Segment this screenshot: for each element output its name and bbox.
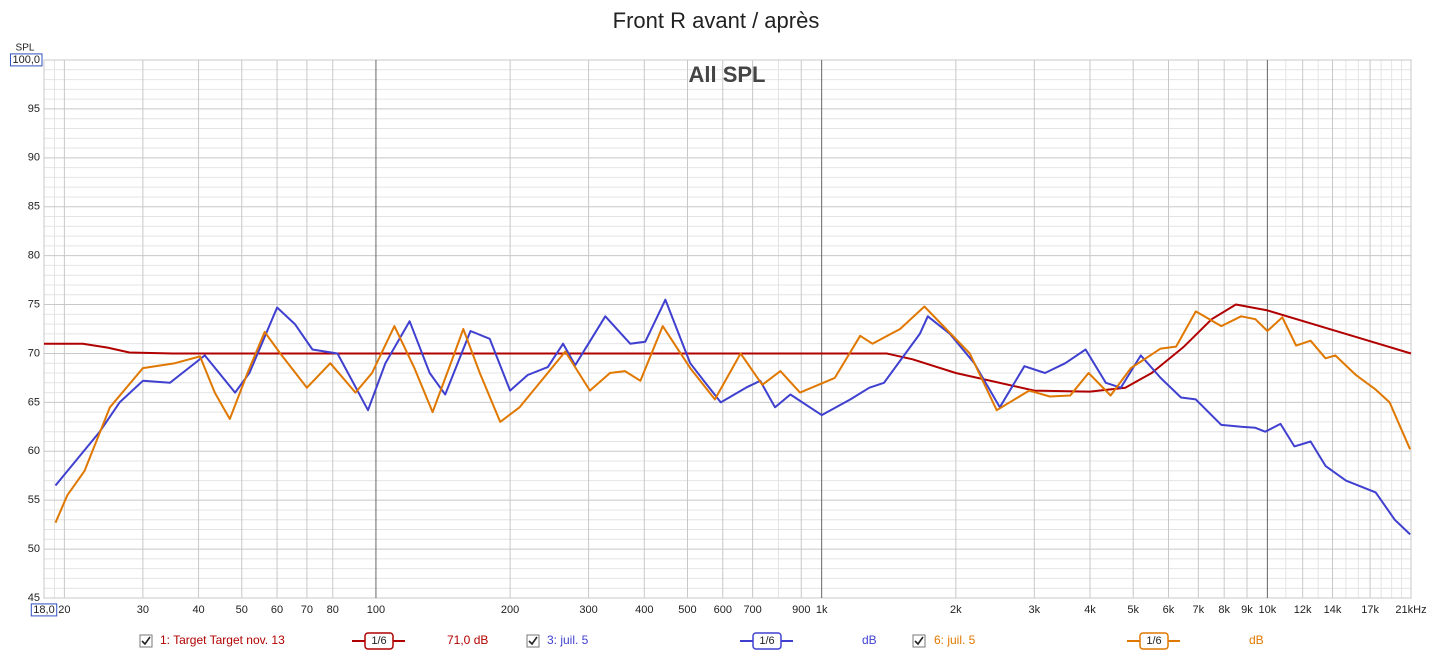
x-tick-label: 100	[367, 604, 385, 616]
offset-label: 71,0 dB	[447, 633, 488, 647]
x-tick-label: 40	[192, 604, 204, 616]
annotation: All SPL	[688, 62, 765, 87]
x-tick-label: 50	[236, 604, 248, 616]
y-tick-label: 60	[28, 445, 40, 457]
curve	[54, 298, 1411, 536]
smoothing-box[interactable]	[364, 632, 394, 650]
legend-checkbox[interactable]	[526, 634, 540, 648]
smoothing-box[interactable]	[752, 632, 782, 650]
smoothing-label: 1/6	[371, 635, 386, 647]
x-tick-label: 600	[714, 604, 732, 616]
curve	[44, 303, 1412, 393]
smoothing-box[interactable]	[1139, 632, 1169, 650]
curves	[44, 298, 1412, 536]
smoothing-label: 1/6	[759, 635, 774, 647]
x-tick-label: 9k	[1241, 604, 1253, 616]
x-tick-label: 21kHz	[1395, 604, 1426, 616]
x-tick-label: 30	[137, 604, 149, 616]
offset-label: dB	[862, 633, 877, 647]
x-tick-label: 700	[743, 604, 761, 616]
y-tick-label: 55	[28, 494, 40, 506]
plot-area	[43, 59, 1412, 599]
x-tick-label: 18,0	[33, 604, 54, 616]
y-tick-label: 100,0	[12, 54, 40, 66]
x-tick-label: 10k	[1259, 604, 1277, 616]
x-tick-label: 7k	[1193, 604, 1205, 616]
x-tick-label: 70	[301, 604, 313, 616]
y-tick-label: 90	[28, 152, 40, 164]
x-tick-label: 60	[271, 604, 283, 616]
x-tick-label: 400	[635, 604, 653, 616]
legend-checkbox[interactable]	[139, 634, 153, 648]
legend-label: 1: Target Target nov. 13	[160, 633, 285, 647]
legend: 1: Target Target nov. 13 1/6 71,0 dB 3: jui…	[139, 632, 1264, 650]
offset-label: dB	[1249, 633, 1264, 647]
x-tick-label: 80	[327, 604, 339, 616]
legend-checkbox[interactable]	[912, 634, 926, 648]
x-tick-label: 900	[792, 604, 810, 616]
x-tick-label: 500	[678, 604, 696, 616]
x-tick-label: 6k	[1163, 604, 1175, 616]
y-tick-label: 85	[28, 201, 40, 213]
x-tick-label: 14k	[1324, 604, 1342, 616]
y-tick-label: 50	[28, 543, 40, 555]
y-tick-label: 45	[28, 592, 40, 604]
y-tick-label: 65	[28, 396, 40, 408]
legend-label: 3: juil. 5	[547, 633, 589, 647]
x-tick-label: 3k	[1029, 604, 1041, 616]
check-mark	[528, 636, 538, 646]
x-tick-label: 5k	[1127, 604, 1139, 616]
x-tick-label: 1k	[816, 604, 828, 616]
check-mark	[141, 636, 151, 646]
x-tick-label: 300	[579, 604, 597, 616]
grid	[43, 59, 1412, 599]
x-tick-label: 20	[58, 604, 70, 616]
y-tick-label: 80	[28, 250, 40, 262]
x-tick-label: 4k	[1084, 604, 1096, 616]
legend-label: 6: juil. 5	[934, 633, 976, 647]
x-tick-label: 8k	[1218, 604, 1230, 616]
y-tick-label: 75	[28, 298, 40, 310]
x-tick-label: 12k	[1294, 604, 1312, 616]
y-tick-label: 70	[28, 347, 40, 359]
smoothing-label: 1/6	[1146, 635, 1161, 647]
check-mark	[914, 636, 924, 646]
x-tick-label: 200	[501, 604, 519, 616]
tick-box	[30, 603, 58, 617]
curve	[54, 305, 1412, 524]
y-axis-label: SPL	[16, 43, 35, 54]
y-tick-label: 95	[28, 103, 40, 115]
chart-title: Front R avant / après	[613, 8, 820, 33]
x-tick-label: 17k	[1361, 604, 1379, 616]
x-tick-label: 2k	[950, 604, 962, 616]
tick-box	[9, 53, 43, 67]
